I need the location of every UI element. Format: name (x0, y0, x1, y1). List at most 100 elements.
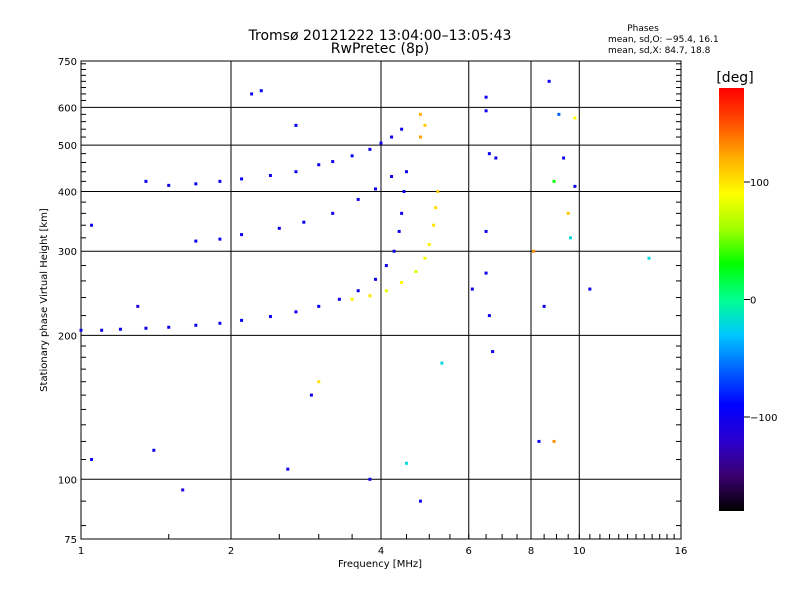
data-point (552, 439, 556, 443)
phases-line-x: mean, sd,X: 84.7, 18.8 (608, 46, 711, 56)
data-point (573, 116, 577, 120)
data-point (400, 281, 404, 285)
y-tick-label: 300 (58, 247, 77, 258)
data-point (218, 321, 222, 325)
data-point (400, 211, 404, 215)
data-point (432, 223, 436, 227)
colorbar-ticks: 100 0 −100 (744, 178, 777, 424)
data-point (331, 160, 335, 164)
y-tick-label: 200 (58, 331, 77, 342)
data-point (400, 127, 404, 131)
data-point (79, 328, 83, 332)
data-point (194, 239, 198, 243)
data-point (356, 289, 360, 293)
data-point (484, 271, 488, 275)
data-point (100, 328, 104, 332)
phases-summary: Phases mean, sd,O: −95.4, 16.1 mean, sd,… (608, 24, 719, 56)
x-axis-label: Frequency [MHz] (338, 559, 422, 570)
data-point (259, 89, 263, 93)
colorbar-tick-label: −100 (750, 413, 777, 424)
data-point (350, 297, 354, 301)
data-point (647, 256, 651, 260)
data-point (568, 236, 572, 240)
chart-title: Tromsø 20121222 13:04:00–13:05:43 (248, 28, 512, 44)
data-point (562, 156, 566, 160)
y-tick-label: 400 (58, 187, 77, 198)
data-point (552, 179, 556, 183)
data-point (368, 294, 372, 298)
colorbar-tick-label: 0 (750, 296, 756, 307)
data-point (427, 242, 431, 246)
data-point (356, 197, 360, 201)
data-point (368, 477, 372, 481)
data-point (218, 179, 222, 183)
data-point (118, 327, 122, 331)
data-point (317, 163, 321, 167)
data-point (487, 314, 491, 318)
data-point (384, 289, 388, 293)
y-tick-label: 500 (58, 141, 77, 152)
data-point (250, 92, 254, 96)
data-point (167, 325, 171, 329)
data-point (440, 361, 444, 365)
data-point (542, 304, 546, 308)
data-point (240, 177, 244, 181)
data-point (397, 229, 401, 233)
data-point (268, 315, 272, 319)
x-tick-label: 6 (466, 546, 472, 557)
data-point (374, 187, 378, 191)
y-axis-label: Stationary phase Virtual Height [km] (39, 208, 50, 392)
data-point (484, 109, 488, 113)
data-point (404, 461, 408, 465)
data-point (240, 318, 244, 322)
data-point (434, 206, 438, 210)
data-point (350, 154, 354, 158)
y-ticks: 75 100 200 300 400 500 600 750 (58, 57, 681, 546)
data-point (268, 174, 272, 178)
data-point (390, 174, 394, 178)
colorbar-tick-label: 100 (750, 178, 769, 189)
data-point (532, 249, 536, 253)
x-tick-label: 10 (573, 546, 586, 557)
colorbar-label: [deg] (716, 70, 753, 86)
data-point (423, 256, 427, 260)
y-tick-label: 75 (64, 535, 77, 546)
phases-line-o: mean, sd,O: −95.4, 16.1 (608, 35, 719, 45)
phase-colorbar: [deg] 100 0 −100 (716, 70, 777, 511)
data-point (573, 184, 577, 188)
phases-heading: Phases (627, 24, 659, 34)
data-point (368, 147, 372, 151)
data-point (294, 310, 298, 314)
data-point (379, 141, 383, 145)
data-point (390, 135, 394, 139)
data-point (484, 229, 488, 233)
data-point (557, 112, 561, 116)
data-point (374, 277, 378, 281)
x-tick-label: 16 (675, 546, 688, 557)
data-point (423, 123, 427, 127)
x-tick-label: 4 (378, 546, 384, 557)
data-point (404, 170, 408, 174)
data-point (418, 112, 422, 116)
data-point (337, 297, 341, 301)
data-point (331, 211, 335, 215)
data-point (317, 304, 321, 308)
data-point (144, 326, 148, 330)
data-point (418, 135, 422, 139)
x-tick-label: 1 (78, 546, 84, 557)
data-point (537, 439, 541, 443)
data-point (181, 488, 185, 492)
data-point (588, 287, 592, 291)
data-point (194, 323, 198, 327)
data-point (294, 170, 298, 174)
data-point (566, 211, 570, 215)
data-point (277, 226, 281, 230)
data-point (144, 179, 148, 183)
data-point (286, 467, 290, 471)
x-tick-label: 8 (528, 546, 534, 557)
x-tick-label: 2 (228, 546, 234, 557)
data-point (494, 156, 498, 160)
data-point (384, 264, 388, 268)
data-points (79, 79, 651, 503)
